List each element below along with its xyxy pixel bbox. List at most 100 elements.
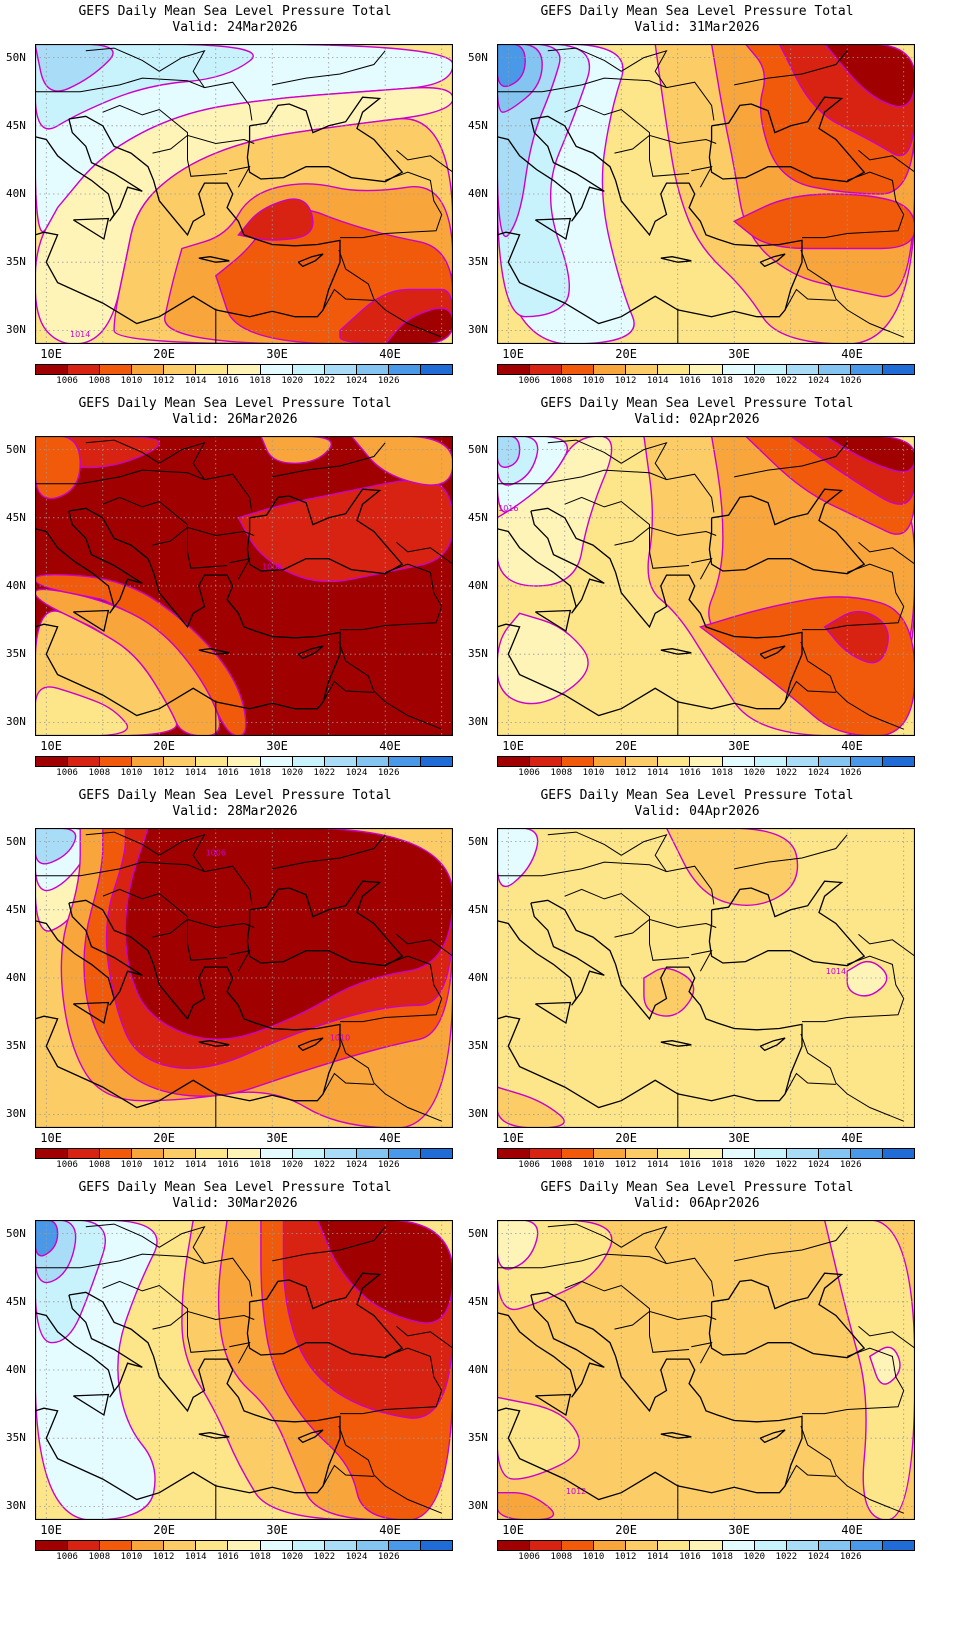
country-border [340,563,443,631]
lon-tick-label: 20E [615,347,637,361]
lat-tick-label: 45N [6,1294,26,1308]
lat-tick-label: 30N [468,1499,488,1513]
colorbar-swatch [420,757,453,766]
colorbar [497,756,915,767]
colorbar-label: 1026 [377,1160,400,1170]
map-frame [497,1220,915,1520]
lat-tick-label: 30N [468,1107,488,1121]
coastline [246,880,404,967]
lon-tick-label: 30E [266,739,288,753]
country-border [800,1033,904,1122]
coastline [535,1001,572,1025]
colorbar-label: 1024 [345,768,368,778]
coastline [497,899,803,1109]
colorbar-label: 1014 [646,1160,669,1170]
coastline [35,118,143,222]
colorbar-swatch [196,757,229,766]
lon-tick-label: 40E [841,347,863,361]
country-border [734,834,848,870]
country-border [564,1280,690,1353]
coastline [73,609,110,633]
country-border [784,1464,836,1487]
country-border [691,557,713,580]
colorbar-swatch [324,365,357,374]
coastline [73,217,110,241]
country-border [152,134,255,154]
colorbar-label: 1020 [743,768,766,778]
forecast-panel-p6: GEFS Daily Mean Sea Level Pressure Total… [462,784,932,1194]
lon-tick-label: 30E [266,1131,288,1145]
pressure-map: 1016 [497,436,915,736]
colorbar-label: 1020 [281,1160,304,1170]
pressure-band [732,193,915,250]
colorbar-swatch [388,757,421,766]
coastline [759,645,786,660]
lat-tick-label: 40N [6,971,26,984]
lon-tick-label: 10E [502,1131,524,1145]
colorbar-label: 1008 [88,1160,111,1170]
colorbar-label: 1026 [839,1552,862,1562]
colorbar-label: 1022 [775,1552,798,1562]
colorbar-swatch [260,365,293,374]
country-border [802,563,905,631]
lat-tick-label: 45N [468,510,488,524]
coastline [708,880,866,967]
panel-valid-date: Valid: 24Mar2026 [172,20,298,35]
panel-title: GEFS Daily Mean Sea Level Pressure Total [78,788,392,803]
coastline [35,899,341,1109]
colorbar-label: 1010 [120,1552,143,1562]
contour-label: 1010 [330,1034,350,1043]
contour-label: 1016 [498,504,518,513]
colorbar-swatch [594,757,627,766]
country-border [497,469,715,513]
colorbar-label: 1022 [313,1160,336,1170]
contour-label: 1014 [826,967,846,976]
coastline [660,648,692,655]
colorbar-label: 1018 [711,376,733,386]
coastline [497,902,605,1006]
colorbar-label: 1014 [184,376,207,386]
colorbar-swatch [530,757,563,766]
country-border [547,1223,622,1248]
coastline [660,256,692,263]
colorbar-label: 1024 [807,376,830,386]
pressure-band [497,828,539,888]
lat-tick-label: 45N [6,118,26,132]
forecast-panel-p8: GEFS Daily Mean Sea Level Pressure Total… [462,1176,932,1586]
panel-title: GEFS Daily Mean Sea Level Pressure Total [540,4,854,19]
colorbar-swatch [882,1541,915,1550]
colorbar-swatch [690,1149,723,1158]
colorbar-label: 1026 [377,768,400,778]
colorbar-swatch [498,365,531,374]
coastline [297,645,324,660]
panel-title: GEFS Daily Mean Sea Level Pressure Total [78,396,392,411]
colorbar-swatch [818,1149,851,1158]
colorbar-swatch [882,365,915,374]
colorbar-swatch [882,1149,915,1158]
colorbar-swatch [292,1149,325,1158]
colorbar-label: 1024 [345,376,368,386]
colorbar-swatch [100,1541,133,1550]
coastline [759,1037,786,1052]
lat-tick-label: 50N [468,834,488,848]
colorbar [35,1148,453,1159]
contour-label: 1008 [262,563,282,572]
country-border [322,1464,374,1487]
country-border [35,1253,253,1297]
lat-tick-label: 35N [6,255,26,269]
colorbar-swatch [786,365,819,374]
country-border [85,439,160,464]
colorbar-swatch [690,365,723,374]
lat-tick-label: 40N [6,187,26,200]
colorbar-label: 1018 [711,768,733,778]
country-border [784,1072,836,1095]
colorbar-label: 1008 [88,376,111,386]
country-border [734,1226,848,1262]
colorbar-swatch [658,1541,691,1550]
lon-tick-label: 40E [841,739,863,753]
colorbar-swatch [356,1149,389,1158]
lat-tick-label: 30N [6,1499,26,1513]
coastline [708,1272,866,1359]
lat-tick-label: 40N [468,187,488,200]
pressure-field-svg: 1016 [497,436,915,736]
